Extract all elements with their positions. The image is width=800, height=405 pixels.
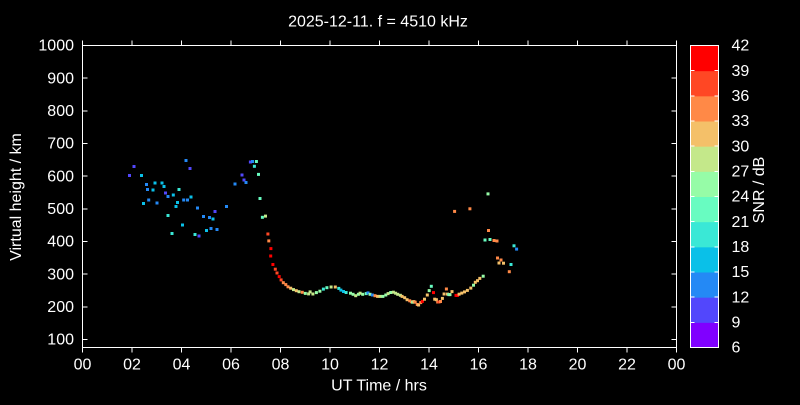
svg-text:10: 10 [321,357,339,374]
svg-text:Virtual height / km: Virtual height / km [8,133,25,261]
svg-text:600: 600 [47,168,74,185]
svg-text:08: 08 [272,357,290,374]
svg-text:100: 100 [47,332,74,349]
svg-text:39: 39 [732,63,750,80]
svg-text:33: 33 [732,113,750,130]
svg-text:00: 00 [74,357,92,374]
svg-text:12: 12 [732,289,750,306]
svg-text:30: 30 [732,138,750,155]
svg-text:18: 18 [519,357,537,374]
svg-text:20: 20 [569,357,587,374]
svg-text:9: 9 [732,315,741,332]
svg-text:04: 04 [173,357,191,374]
svg-text:06: 06 [222,357,240,374]
svg-text:24: 24 [732,189,750,206]
svg-text:02: 02 [123,357,141,374]
svg-text:36: 36 [732,88,750,105]
svg-text:15: 15 [732,264,750,281]
svg-text:18: 18 [732,239,750,256]
svg-text:6: 6 [732,340,741,357]
svg-text:1000: 1000 [38,38,74,55]
svg-text:2025-12-11. f = 4510 kHz: 2025-12-11. f = 4510 kHz [288,14,468,31]
svg-text:SNR / dB: SNR / dB [751,157,768,224]
svg-text:27: 27 [732,164,750,181]
svg-text:900: 900 [47,70,74,87]
svg-text:22: 22 [618,357,636,374]
svg-text:200: 200 [47,299,74,316]
svg-text:700: 700 [47,136,74,153]
svg-text:800: 800 [47,103,74,120]
svg-text:16: 16 [470,357,488,374]
svg-text:42: 42 [732,38,750,55]
svg-text:300: 300 [47,266,74,283]
svg-text:12: 12 [371,357,389,374]
svg-text:14: 14 [420,357,438,374]
svg-text:400: 400 [47,234,74,251]
svg-text:500: 500 [47,201,74,218]
svg-text:00: 00 [668,357,686,374]
svg-text:21: 21 [732,214,750,231]
svg-text:UT Time / hrs: UT Time / hrs [331,378,427,395]
